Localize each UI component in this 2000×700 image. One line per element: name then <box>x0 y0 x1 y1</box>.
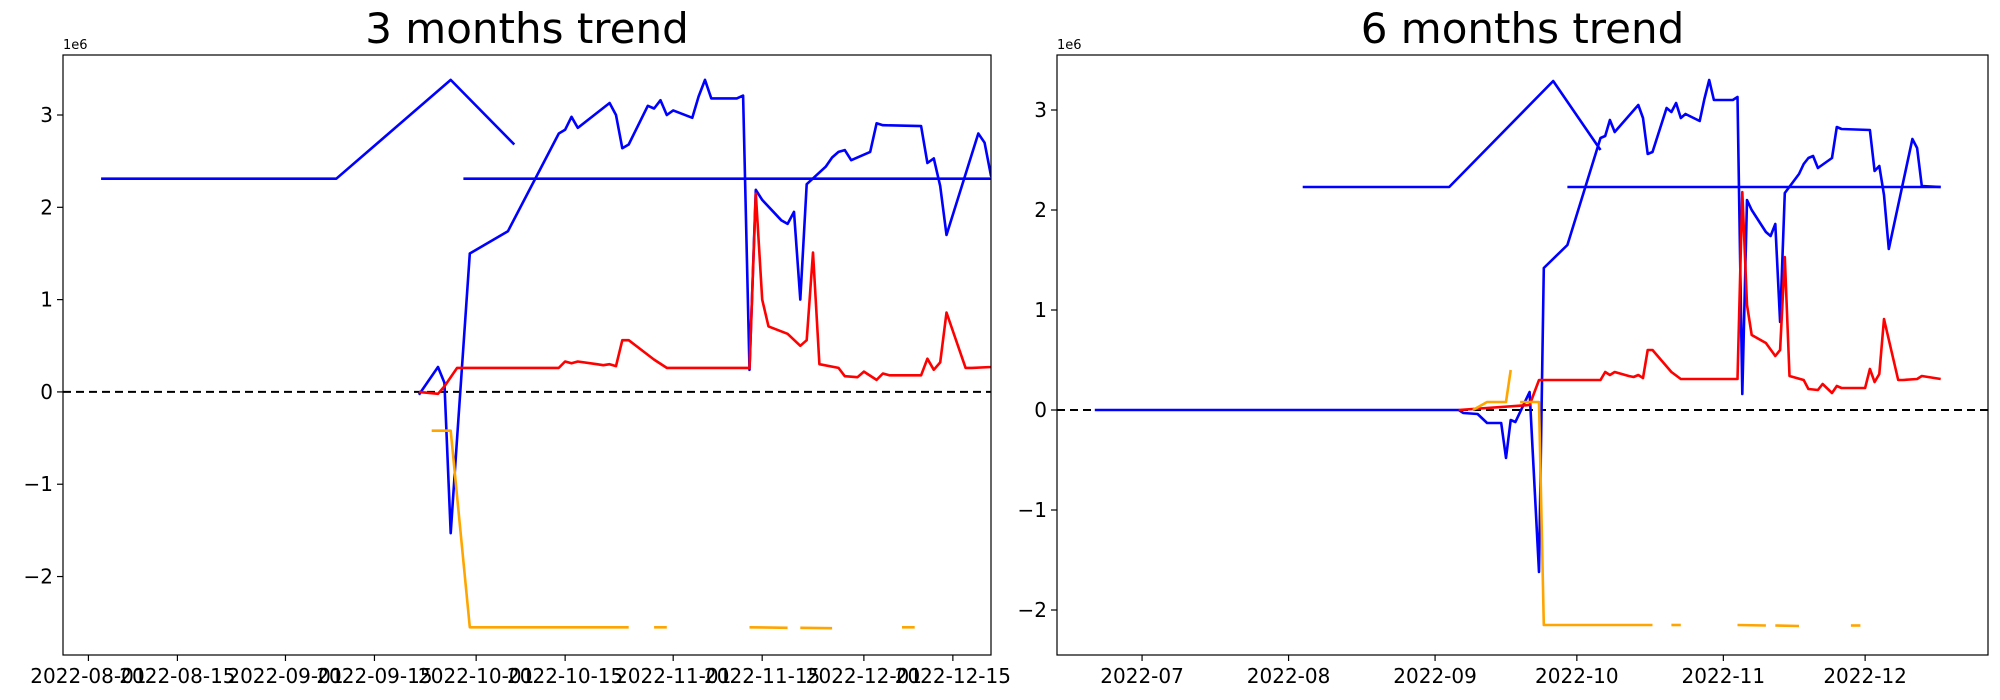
series-1-line-segment-0 <box>1458 190 1941 412</box>
y-tick-label: 3 <box>40 103 53 127</box>
y-tick-label: −1 <box>1018 498 1047 522</box>
x-tick-label: 2022-10-15 <box>507 664 623 688</box>
y-tick-label: 2 <box>40 195 53 219</box>
series-0-line-segment-1 <box>1094 78 1941 574</box>
series-1-line-segment-0 <box>418 192 991 396</box>
x-tick-label: 2022-08-15 <box>119 664 235 688</box>
y-offset-text: 1e6 <box>1057 38 1082 53</box>
x-tick-label: 2022-12-01 <box>806 664 922 688</box>
x-tick-label: 2022-08 <box>1247 664 1331 688</box>
chart-title: 6 months trend <box>1361 4 1685 53</box>
chart-title: 3 months trend <box>365 4 689 53</box>
y-tick-label: 1 <box>1034 298 1047 322</box>
series-0-line-segment-0 <box>1302 79 1602 189</box>
series-0-line-segment-1 <box>417 78 991 535</box>
plot-area <box>1094 78 1941 628</box>
series-2-line-segment-3 <box>1737 623 1766 627</box>
y-offset-text: 1e6 <box>63 38 88 53</box>
x-tick-label: 2022-12-15 <box>895 664 1011 688</box>
x-tick-label: 2022-10-01 <box>418 664 534 688</box>
series-2-line-segment-0 <box>431 429 629 629</box>
plot-frame <box>62 54 992 656</box>
x-tick-label: 2022-12 <box>1823 664 1907 688</box>
chart-3-months: 3 months trend1e6−2−101232022-08-012022-… <box>24 4 1011 688</box>
x-tick-label: 2022-10 <box>1535 664 1619 688</box>
x-tick-label: 2022-11 <box>1682 664 1766 688</box>
x-tick-label: 2022-09-01 <box>227 664 343 688</box>
series-2-line-segment-1 <box>1520 400 1653 627</box>
x-tick-label: 2022-11-15 <box>704 664 820 688</box>
x-tick-label: 2022-09-15 <box>316 664 432 688</box>
x-tick-label: 2022-09 <box>1393 664 1477 688</box>
y-tick-label: −1 <box>24 472 53 496</box>
series-2-line-segment-4 <box>1775 624 1800 628</box>
y-tick-label: 0 <box>1034 398 1047 422</box>
plot-area <box>101 78 991 630</box>
series-2-line-segment-0 <box>1472 369 1512 412</box>
series-0-line-segment-0 <box>101 78 516 180</box>
x-tick-label: 2022-07 <box>1100 664 1184 688</box>
chart-6-months: 6 months trend 1e6 −2 −1 0 1 2 3 2022-07 2022-08 2… <box>1018 4 1989 688</box>
series-2-line-segment-2 <box>749 626 788 630</box>
plot-frame <box>1056 54 1989 656</box>
y-tick-label: 1 <box>40 288 53 312</box>
y-tick-label: 3 <box>1034 98 1047 122</box>
y-tick-label: 0 <box>40 380 53 404</box>
y-tick-label: −2 <box>1018 598 1047 622</box>
x-tick-label: 2022-11-01 <box>615 664 731 688</box>
x-tick-label: 2022-08-01 <box>30 664 146 688</box>
y-tick-label: −2 <box>24 565 53 589</box>
y-tick-label: 2 <box>1034 198 1047 222</box>
